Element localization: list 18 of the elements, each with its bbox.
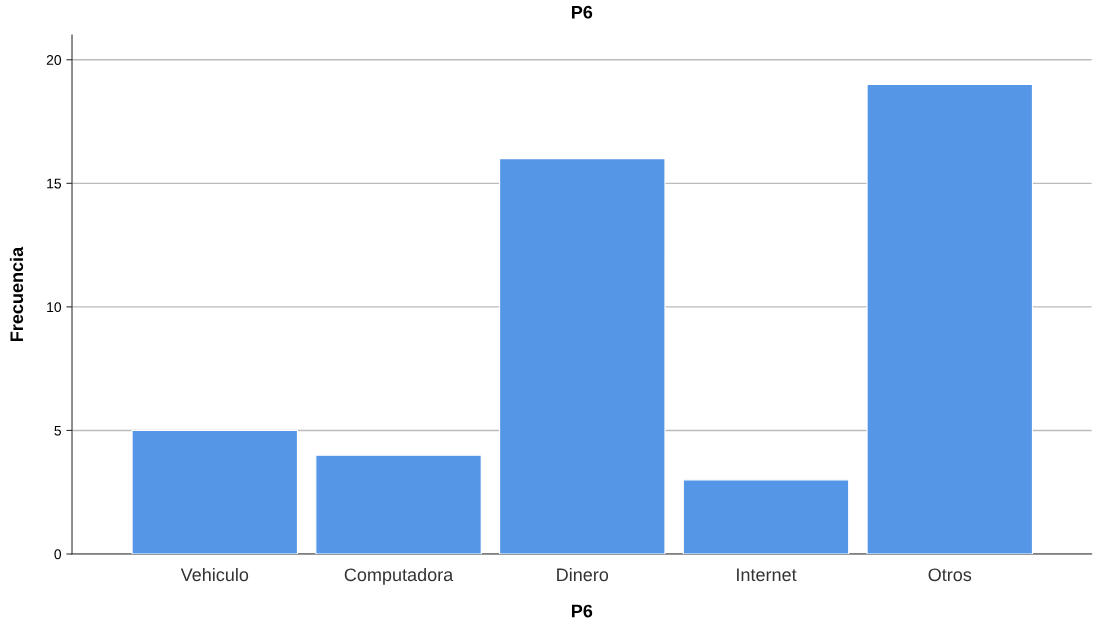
x-axis-title: P6: [571, 604, 593, 618]
x-tick-label: Computadora: [344, 567, 454, 585]
bar: [131, 429, 299, 555]
y-tick-label: 10: [47, 302, 62, 313]
x-tick-label: Vehiculo: [180, 567, 249, 582]
x-tick-label: Otros: [928, 568, 972, 582]
chart-title: P6: [571, 5, 593, 19]
bar: [499, 158, 666, 555]
x-tick-label: Dinero: [557, 567, 609, 582]
y-axis-title: Frecuencia: [9, 246, 24, 341]
x-tick-label: Internet: [737, 568, 797, 582]
y-tick-label: 15: [47, 178, 62, 189]
bar: [866, 83, 1034, 555]
bar: [682, 479, 850, 555]
y-tick-label: 0: [54, 549, 62, 560]
y-tick-label: 5: [54, 425, 62, 436]
y-tick-label: 20: [46, 55, 62, 65]
bar: [315, 454, 482, 555]
